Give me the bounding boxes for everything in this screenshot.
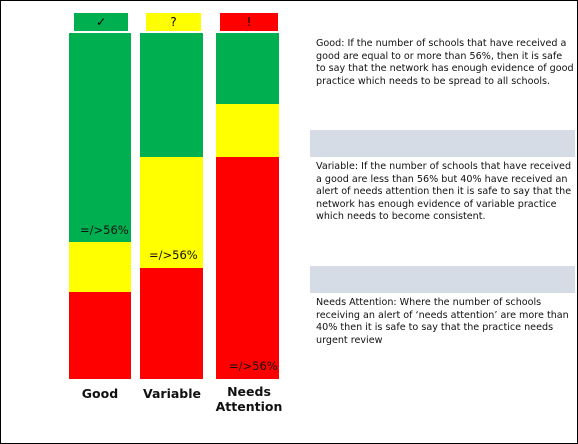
variable-threshold-label: =/>56% (149, 248, 198, 262)
separator-band (310, 266, 575, 293)
needs-attention-red-segment (216, 157, 279, 379)
good-tag: ✓ (74, 13, 128, 31)
good-description: Good: If the number of schools that have… (316, 38, 574, 87)
good-green-segment (69, 33, 131, 242)
exclamation-icon: ! (246, 15, 252, 29)
variable-tag: ? (146, 13, 201, 31)
needs-attention-tag: ! (220, 13, 278, 31)
good-label: Good (81, 386, 119, 401)
separator-band (310, 130, 575, 157)
question-icon: ? (170, 15, 177, 29)
variable-description: Variable: If the number of schools that … (316, 161, 572, 223)
variable-red-segment (140, 268, 203, 379)
variable-bar (140, 33, 203, 379)
variable-green-segment (140, 33, 203, 157)
good-bar (69, 33, 131, 379)
good-red-segment (69, 292, 131, 379)
variable-yellow-segment (140, 157, 203, 268)
needs-attention-green-segment (216, 33, 279, 104)
needs-attention-yellow-segment (216, 104, 279, 157)
needs-attention-bar (216, 33, 279, 379)
good-yellow-segment (69, 242, 131, 292)
check-icon: ✓ (95, 15, 107, 29)
good-threshold-label: =/>56% (80, 223, 129, 237)
needs-attention-label: Needs Attention (215, 384, 283, 414)
variable-label: Variable (142, 386, 202, 401)
needs-attention-description: Needs Attention: Where the number of sch… (316, 297, 569, 346)
needs-attention-threshold-label: =/>56% (229, 359, 278, 373)
